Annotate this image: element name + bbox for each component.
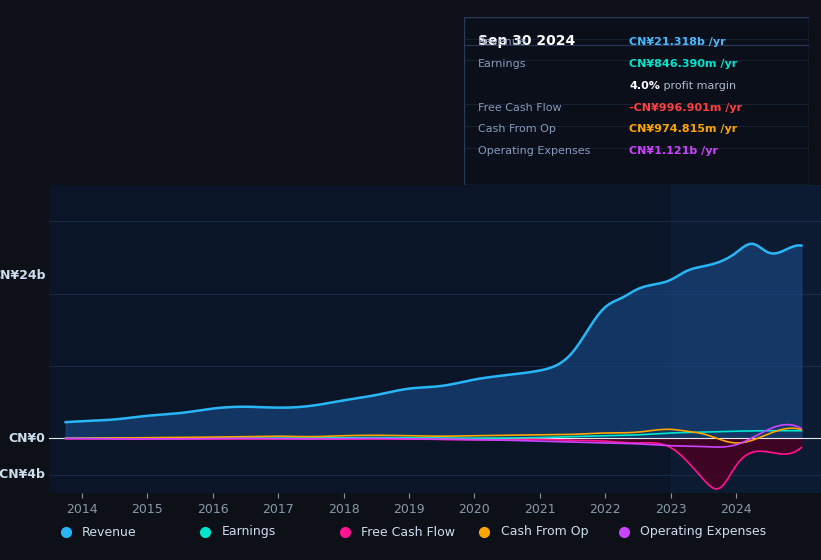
Text: -CN¥996.901m /yr: -CN¥996.901m /yr	[630, 102, 742, 113]
Text: CN¥24b: CN¥24b	[0, 269, 45, 282]
Text: Earnings: Earnings	[222, 525, 276, 539]
Text: Revenue: Revenue	[82, 525, 137, 539]
Text: CN¥974.815m /yr: CN¥974.815m /yr	[630, 124, 737, 134]
Text: 4.0%: 4.0%	[630, 81, 660, 91]
Text: Operating Expenses: Operating Expenses	[478, 146, 590, 156]
Text: Earnings: Earnings	[478, 59, 526, 69]
Text: Sep 30 2024: Sep 30 2024	[478, 34, 575, 48]
Text: profit margin: profit margin	[660, 81, 736, 91]
Text: CN¥21.318b /yr: CN¥21.318b /yr	[630, 37, 726, 47]
Text: CN¥0: CN¥0	[8, 432, 45, 445]
Bar	[671, 185, 821, 493]
Text: CN¥846.390m /yr: CN¥846.390m /yr	[630, 59, 737, 69]
Text: Operating Expenses: Operating Expenses	[640, 525, 767, 539]
Text: CN¥1.121b /yr: CN¥1.121b /yr	[630, 146, 718, 156]
Text: Free Cash Flow: Free Cash Flow	[478, 102, 562, 113]
Text: Cash From Op: Cash From Op	[478, 124, 556, 134]
Text: Revenue: Revenue	[478, 37, 526, 47]
Text: Cash From Op: Cash From Op	[501, 525, 589, 539]
FancyBboxPatch shape	[464, 17, 809, 185]
Text: -CN¥4b: -CN¥4b	[0, 468, 45, 481]
Text: Free Cash Flow: Free Cash Flow	[361, 525, 455, 539]
